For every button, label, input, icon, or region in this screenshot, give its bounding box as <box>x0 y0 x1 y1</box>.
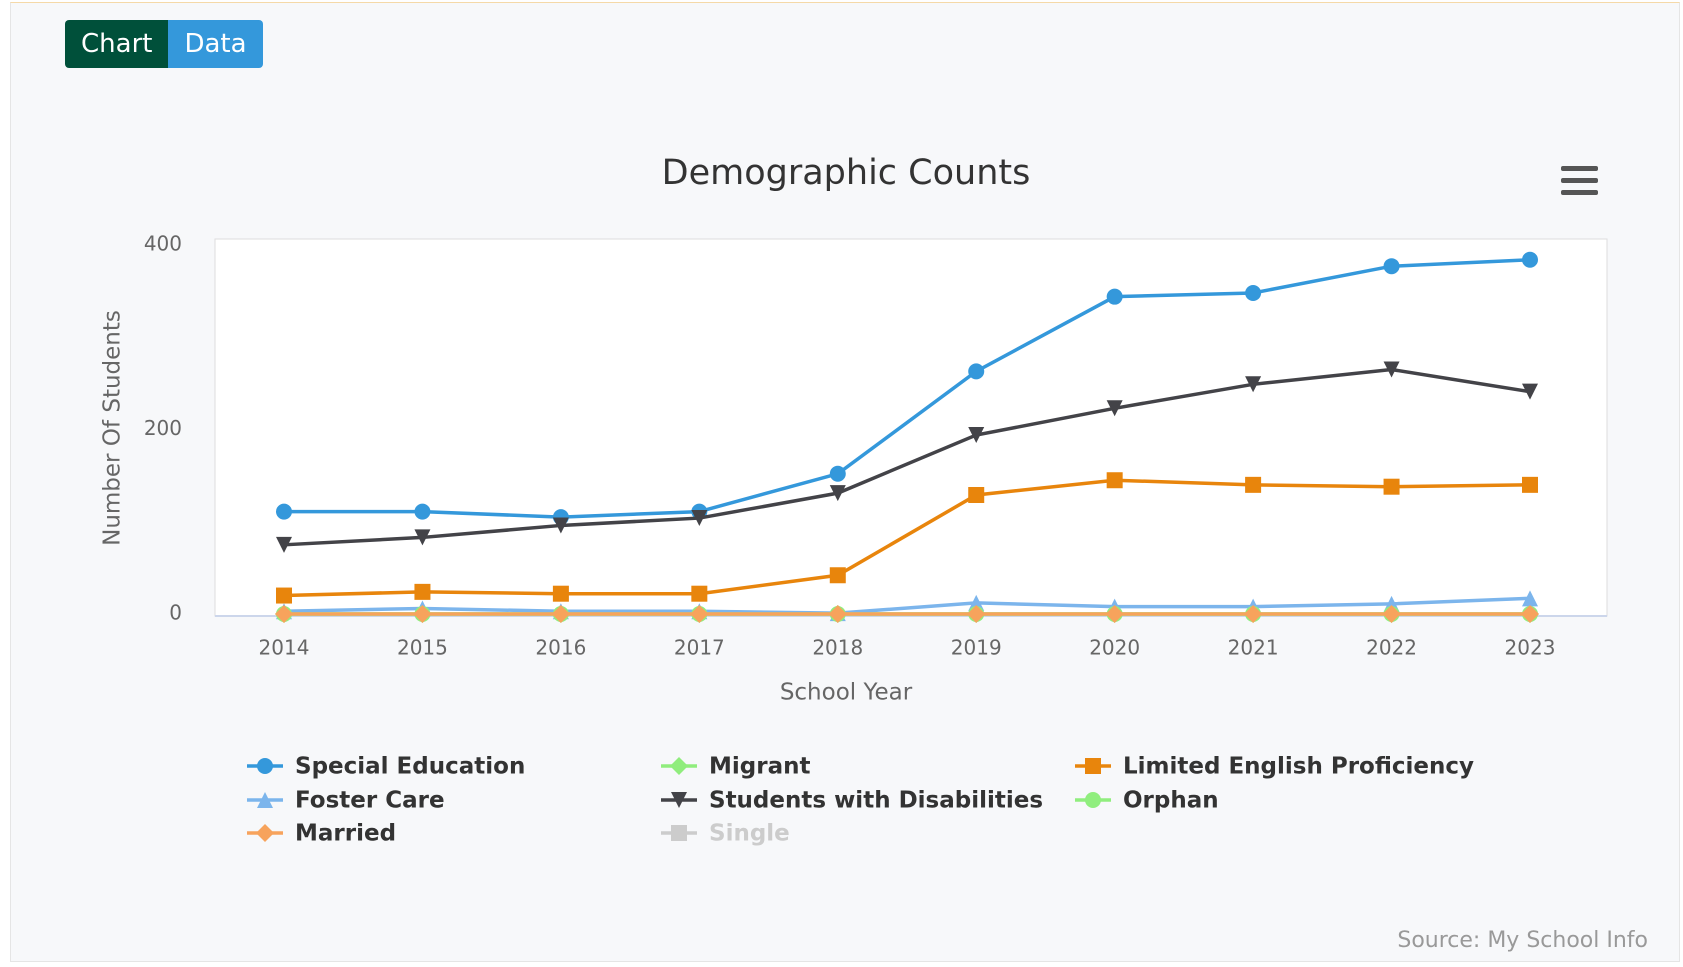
data-point <box>968 427 985 444</box>
legend-item[interactable]: Students with Disabilities <box>661 788 1043 814</box>
legend-label: Single <box>709 821 790 847</box>
data-point <box>552 585 569 602</box>
data-point <box>1522 251 1538 268</box>
menu-icon[interactable] <box>1561 166 1598 195</box>
legend-marker <box>257 792 273 808</box>
data-point <box>691 510 708 527</box>
legend-label: Foster Care <box>295 788 445 814</box>
legend-item[interactable]: Single <box>661 821 790 847</box>
x-tick-label: 2017 <box>674 636 725 660</box>
data-point <box>1383 478 1400 495</box>
data-point <box>1521 605 1539 623</box>
x-tick-label: 2022 <box>1366 636 1417 660</box>
legend-label: Students with Disabilities <box>709 788 1043 814</box>
data-point <box>275 605 293 623</box>
x-tick-label: 2018 <box>812 636 863 660</box>
legend-marker <box>1085 792 1101 808</box>
legend-label: Orphan <box>1123 788 1219 814</box>
plot-area <box>214 238 1608 617</box>
series-line <box>284 258 1531 519</box>
data-point <box>1106 472 1123 489</box>
series-line <box>283 367 1531 547</box>
data-point <box>1383 361 1400 378</box>
y-axis-title: Number Of Students <box>100 310 126 546</box>
data-point <box>1522 476 1538 493</box>
data-point <box>414 529 431 546</box>
data-point <box>552 517 569 534</box>
legend-item[interactable]: Foster Care <box>247 788 445 814</box>
legend-label: Limited English Proficiency <box>1123 754 1474 780</box>
legend-item[interactable]: Special Education <box>247 754 525 780</box>
legend-item[interactable]: Married <box>247 821 396 847</box>
legend-marker <box>257 758 273 774</box>
legend-marker <box>671 792 687 808</box>
data-point <box>829 567 846 584</box>
x-tick-label: 2016 <box>535 636 586 660</box>
chart-title: Demographic Counts <box>662 153 1031 193</box>
data-point <box>829 485 846 502</box>
data-point <box>1522 383 1538 400</box>
x-tick-label: 2021 <box>1228 636 1279 660</box>
legend-item[interactable]: Limited English Proficiency <box>1075 754 1474 780</box>
legend-marker <box>670 757 688 775</box>
data-point <box>1245 376 1262 393</box>
legend-marker <box>256 824 274 842</box>
legend-label: Married <box>295 821 396 847</box>
data-point <box>1245 476 1262 493</box>
x-axis-title: School Year <box>780 680 913 706</box>
data-point <box>1106 288 1123 305</box>
y-tick-label: 0 <box>169 601 182 625</box>
data-point <box>276 503 292 520</box>
data-point <box>829 465 846 482</box>
legend-label: Special Education <box>295 754 525 780</box>
y-tick-label: 400 <box>144 232 182 256</box>
data-point <box>551 605 570 623</box>
data-point <box>1383 258 1400 275</box>
source: Source: My School Info <box>1397 928 1648 953</box>
data-point <box>1244 605 1263 623</box>
data-point <box>1522 590 1538 607</box>
chart-button[interactable]: Chart <box>65 20 169 68</box>
legend-item[interactable]: Orphan <box>1075 788 1219 814</box>
x-tick-label: 2015 <box>397 636 448 660</box>
data-point <box>1106 400 1123 417</box>
data-point <box>413 605 432 623</box>
series-line <box>283 478 1531 598</box>
data-point <box>967 605 986 623</box>
data-point <box>691 585 708 602</box>
data-point <box>828 605 847 623</box>
data-point <box>1382 605 1401 623</box>
legend-item[interactable]: Migrant <box>661 754 810 780</box>
legend-marker <box>1085 758 1101 774</box>
y-tick-label: 200 <box>144 416 182 440</box>
x-tick-label: 2014 <box>259 636 310 660</box>
view-toggle: Chart Data <box>65 20 263 68</box>
x-tick-label: 2020 <box>1089 636 1140 660</box>
series-line <box>283 596 1531 615</box>
data-point <box>690 605 709 623</box>
data-point <box>276 587 292 604</box>
data-point <box>414 503 431 520</box>
data-point <box>968 363 985 380</box>
data-point <box>414 583 431 600</box>
data-button[interactable]: Data <box>168 20 263 68</box>
data-point <box>276 536 292 553</box>
x-tick-label: 2019 <box>951 636 1002 660</box>
data-point <box>1245 284 1262 301</box>
data-point <box>968 594 985 611</box>
legend-marker <box>671 825 687 841</box>
x-tick-label: 2023 <box>1505 636 1556 660</box>
data-point <box>968 486 985 503</box>
legend-label: Migrant <box>709 754 810 780</box>
data-point <box>1105 605 1124 623</box>
